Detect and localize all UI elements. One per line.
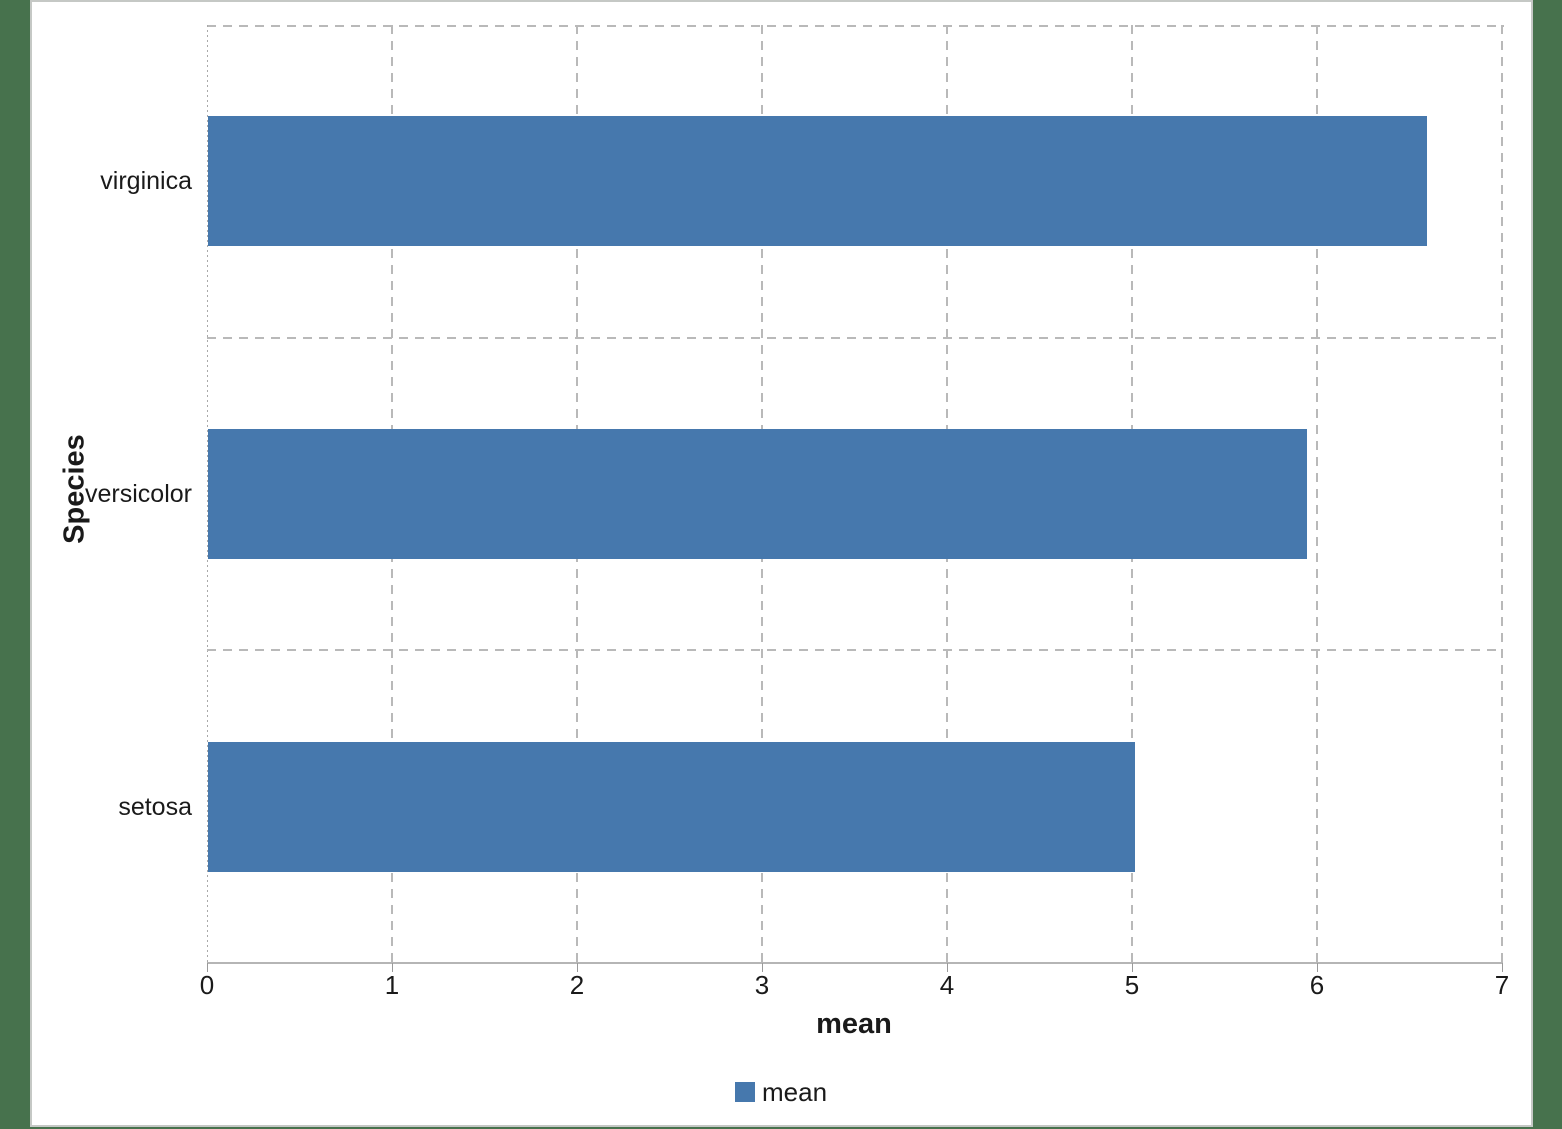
bar-versicolor <box>208 429 1307 559</box>
x-tick-label: 7 <box>1494 970 1510 1000</box>
x-tick <box>1132 963 1133 972</box>
category-label-virginica: virginica <box>100 167 192 196</box>
x-tick-label: 1 <box>384 970 400 1000</box>
x-axis-title: mean <box>816 1008 892 1040</box>
bar-setosa <box>208 741 1135 872</box>
x-tick <box>1502 963 1503 972</box>
legend-swatch-mean <box>735 1082 755 1102</box>
y-axis-title: Species <box>58 434 91 544</box>
bar-virginica <box>208 116 1427 247</box>
x-tick-label: 2 <box>569 970 585 1000</box>
plot-top-border <box>207 25 1504 27</box>
x-tick <box>207 963 208 972</box>
plot-right-border <box>1501 25 1503 963</box>
gridline-vertical <box>1316 25 1318 963</box>
gridline-horizontal <box>207 649 1502 652</box>
x-tick-label: 5 <box>1124 970 1140 1000</box>
y-axis-line <box>207 25 208 963</box>
x-tick-label: 0 <box>199 970 215 1000</box>
x-tick-label: 3 <box>754 970 770 1000</box>
category-label-setosa: setosa <box>118 792 192 821</box>
gridline-horizontal <box>207 336 1502 339</box>
legend: mean <box>735 1077 827 1107</box>
x-tick <box>577 963 578 972</box>
x-tick-label: 4 <box>939 970 955 1000</box>
x-tick <box>762 963 763 972</box>
category-label-versicolor: versicolor <box>85 480 192 508</box>
x-tick-label: 6 <box>1309 970 1325 1000</box>
legend-label-mean: mean <box>762 1077 828 1107</box>
x-tick <box>1317 963 1318 972</box>
x-axis-line <box>207 962 1503 964</box>
x-tick <box>392 963 393 972</box>
x-tick <box>947 963 948 972</box>
